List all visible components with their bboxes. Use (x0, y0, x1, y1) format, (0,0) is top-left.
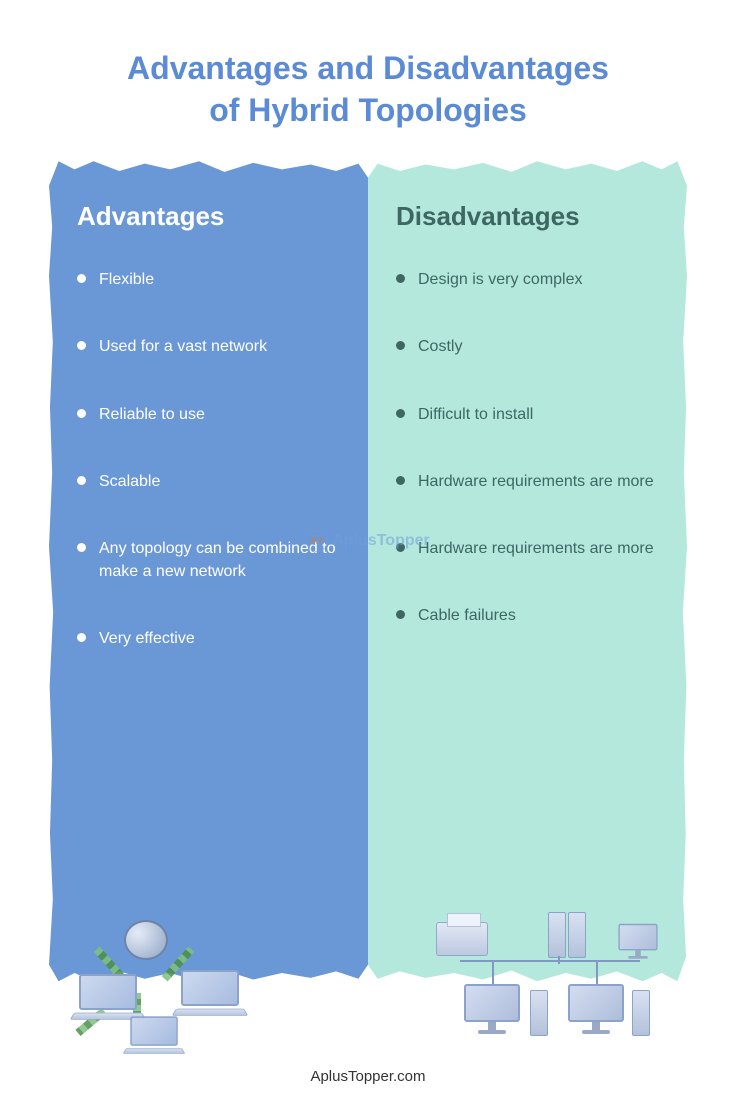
list-item-text: Design is very complex (418, 271, 583, 288)
list-item-text: Costly (418, 338, 462, 355)
title-line-2: of Hybrid Topologies (0, 90, 736, 132)
list-item-text: Difficult to install (418, 406, 533, 423)
footer-text: AplusTopper.com (0, 1068, 736, 1085)
list-item: Hardware requirements are more (396, 537, 659, 560)
list-item-text: Hardware requirements are more (418, 473, 654, 490)
laptop-icon (124, 1016, 183, 1055)
monitor-icon (464, 984, 520, 1036)
advantages-column: Advantages Flexible Used for a vast netw… (49, 161, 368, 981)
list-item: Difficult to install (396, 403, 659, 426)
list-item-text: Very effective (99, 630, 195, 647)
list-item-text: Reliable to use (99, 406, 205, 423)
wire-icon (596, 960, 598, 986)
list-item-text: Flexible (99, 271, 154, 288)
printer-icon (436, 922, 488, 956)
disadvantages-heading: Disadvantages (396, 201, 659, 232)
wire-icon (492, 960, 494, 986)
list-item-text: Any topology can be combined to make a n… (99, 540, 336, 580)
list-item: Hardware requirements are more (396, 470, 659, 493)
network-lan-graphic (440, 916, 670, 1046)
list-item: Costly (396, 335, 659, 358)
list-item: Very effective (77, 627, 340, 650)
disadvantages-list: Design is very complex Costly Difficult … (396, 268, 659, 627)
laptop-icon (174, 970, 246, 1018)
server-tower-icon (548, 912, 566, 958)
list-item: Any topology can be combined to make a n… (77, 537, 340, 583)
title-line-1: Advantages and Disadvantages (0, 48, 736, 90)
advantages-heading: Advantages (77, 201, 340, 232)
list-item: Design is very complex (396, 268, 659, 291)
monitor-icon (568, 984, 624, 1036)
list-item-text: Used for a vast network (99, 338, 267, 355)
advantages-list: Flexible Used for a vast network Reliabl… (77, 268, 340, 650)
list-item-text: Cable failures (418, 607, 516, 624)
pc-tower-icon (530, 990, 548, 1036)
network-hub-graphic (78, 926, 278, 1046)
list-item: Used for a vast network (77, 335, 340, 358)
list-item: Flexible (77, 268, 340, 291)
list-item: Cable failures (396, 604, 659, 627)
list-item-text: Hardware requirements are more (418, 540, 654, 557)
list-item: Scalable (77, 470, 340, 493)
disadvantages-column: Disadvantages Design is very complex Cos… (368, 161, 687, 981)
server-tower-icon (568, 912, 586, 958)
wire-icon (558, 956, 560, 964)
columns-container: Advantages Flexible Used for a vast netw… (49, 161, 687, 981)
pc-tower-icon (632, 990, 650, 1036)
list-item: Reliable to use (77, 403, 340, 426)
monitor-icon (618, 924, 657, 960)
wire-icon (460, 960, 640, 962)
laptop-icon (72, 974, 144, 1022)
list-item-text: Scalable (99, 473, 160, 490)
hub-icon (124, 920, 168, 960)
page-title: Advantages and Disadvantages of Hybrid T… (0, 0, 736, 161)
